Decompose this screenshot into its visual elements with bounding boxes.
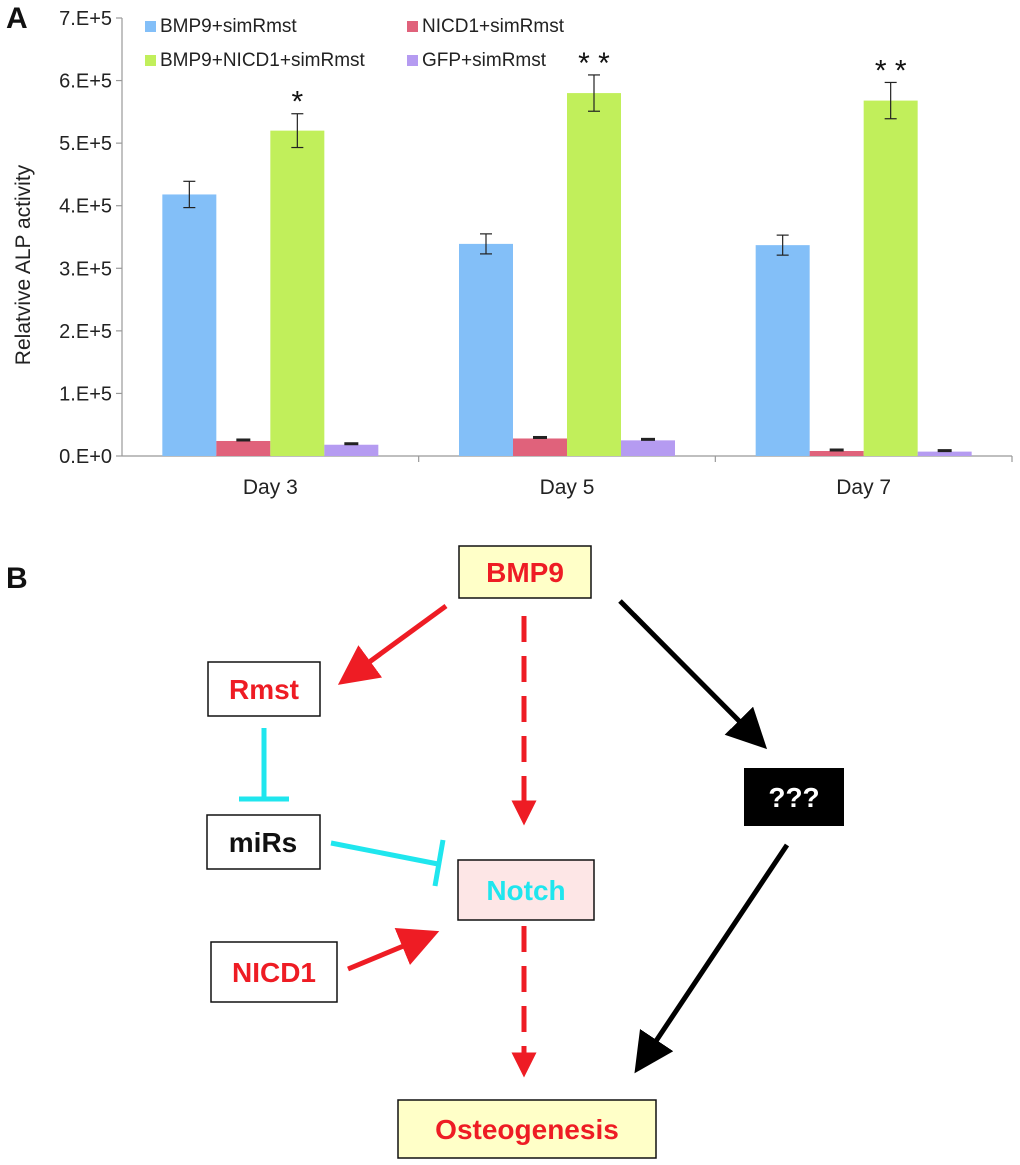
- chart-bars: * * * * *: [162, 47, 972, 457]
- bar: [270, 130, 325, 456]
- nicd1-node-label: NICD1: [232, 957, 316, 988]
- y-axis-label: Relatvive ALP activity: [12, 164, 35, 365]
- bar: [917, 451, 972, 456]
- y-tick-label: 6.E+5: [59, 71, 112, 93]
- panel-b-label: B: [6, 562, 28, 595]
- unknown-node-label: ???: [768, 782, 819, 813]
- legend-label: NICD1+simRmst: [422, 16, 565, 37]
- bar: [567, 93, 621, 456]
- bmp9-box: [458, 545, 592, 599]
- mirs-node-label: miRs: [229, 827, 297, 858]
- legend-swatch: [145, 21, 156, 32]
- significance-marker: *: [291, 86, 303, 119]
- y-tick-label: 0.E+0: [59, 446, 112, 468]
- pathway-diagram: BMP9 Rmst miRs Notch NICD1 ??? Osteogene…: [206, 545, 844, 1159]
- bmp9-to-unknown-arrow: [618, 599, 768, 750]
- legend-swatch: [145, 55, 156, 66]
- mirs-box: [206, 814, 321, 870]
- legend-swatch: [407, 21, 418, 32]
- notch-node-label: Notch: [486, 875, 565, 906]
- bmp9-node-label: BMP9: [486, 557, 564, 588]
- rmst-box: [207, 661, 321, 717]
- y-tick-label: 3.E+5: [59, 258, 112, 280]
- legend-label: GFP+simRmst: [422, 50, 547, 71]
- significance-marker: * *: [875, 54, 907, 87]
- rmst-inhibits-mirs: [239, 728, 289, 802]
- legend-swatch: [407, 55, 418, 66]
- nicd1-box: [210, 941, 338, 1003]
- y-tick-label: 4.E+5: [59, 196, 112, 218]
- nicd1-to-notch-arrow: [347, 928, 440, 972]
- bar: [621, 440, 675, 456]
- rmst-node-label: Rmst: [229, 674, 299, 705]
- x-tick-label: Day 7: [836, 476, 891, 499]
- y-tick-label: 2.E+5: [59, 321, 112, 343]
- x-tick-label: Day 3: [243, 476, 298, 499]
- osteogenesis-box: [397, 1099, 657, 1159]
- chart-legend: BMP9+simRmst NICD1+simRmst BMP9+NICD1+simR…: [145, 16, 565, 71]
- x-tick-label: Day 5: [540, 476, 595, 499]
- y-tick-label: 5.E+5: [59, 133, 112, 155]
- bar: [809, 450, 864, 456]
- unknown-box: [744, 768, 844, 826]
- legend-label: BMP9+simRmst: [160, 16, 297, 37]
- bar: [459, 243, 513, 456]
- bar: [755, 245, 810, 456]
- significance-marker: * *: [578, 47, 610, 80]
- bmp9-to-rmst-arrow: [337, 603, 448, 685]
- bar: [216, 440, 271, 456]
- bar: [863, 100, 918, 456]
- y-tick-label: 1.E+5: [59, 383, 112, 405]
- unknown-to-osteogenesis-arrow: [634, 843, 790, 1074]
- panel-a-label: A: [6, 2, 28, 35]
- alp-activity-chart: BMP9+simRmst NICD1+simRmst BMP9+NICD1+simR…: [12, 8, 1013, 499]
- legend-label: BMP9+NICD1+simRmst: [160, 50, 366, 71]
- bar: [162, 194, 217, 457]
- osteogenesis-node-label: Osteogenesis: [435, 1114, 619, 1145]
- notch-box: [457, 859, 595, 921]
- bar: [324, 444, 379, 456]
- y-tick-label: 7.E+5: [59, 8, 112, 30]
- bar: [513, 438, 567, 456]
- mirs-inhibits-notch: [330, 839, 446, 887]
